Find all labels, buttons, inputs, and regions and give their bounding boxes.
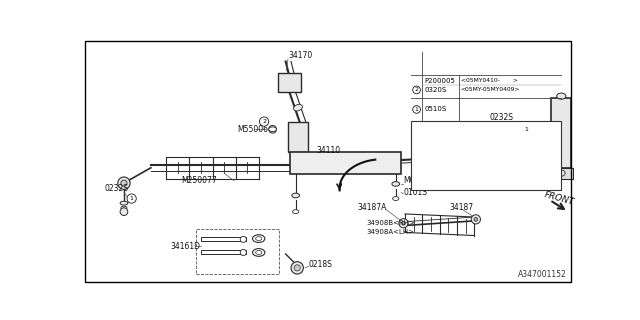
Bar — [196, 229, 279, 274]
Circle shape — [399, 219, 408, 228]
Bar — [550, 168, 573, 179]
Text: 34908B<RH>: 34908B<RH> — [367, 220, 415, 226]
Text: M55006: M55006 — [237, 125, 268, 134]
Ellipse shape — [557, 93, 566, 99]
Ellipse shape — [120, 201, 128, 205]
Text: 34187A: 34187A — [357, 203, 387, 212]
Text: 0232S: 0232S — [105, 184, 129, 193]
Text: P200005: P200005 — [425, 78, 456, 84]
Text: FIG.347-2: FIG.347-2 — [474, 148, 511, 157]
Ellipse shape — [255, 251, 262, 254]
Bar — [551, 99, 572, 168]
Ellipse shape — [269, 127, 276, 132]
Bar — [289, 152, 401, 174]
Text: 34187: 34187 — [450, 203, 474, 212]
Circle shape — [534, 177, 538, 181]
Bar — [201, 237, 246, 241]
Text: FRONT: FRONT — [543, 190, 575, 207]
Circle shape — [541, 152, 551, 163]
Text: 1: 1 — [524, 127, 528, 132]
Circle shape — [474, 217, 478, 221]
Circle shape — [294, 265, 300, 271]
Circle shape — [121, 180, 127, 186]
Ellipse shape — [292, 210, 299, 213]
Circle shape — [521, 124, 531, 134]
Text: 0510S: 0510S — [425, 107, 447, 112]
Circle shape — [291, 262, 303, 274]
Text: 34923A: 34923A — [504, 151, 533, 160]
Circle shape — [531, 175, 541, 184]
Circle shape — [471, 215, 481, 224]
Text: 2: 2 — [415, 87, 419, 92]
Text: 1: 1 — [130, 196, 134, 201]
Text: 34170: 34170 — [288, 51, 312, 60]
Ellipse shape — [253, 249, 265, 256]
Text: M250077: M250077 — [182, 176, 218, 185]
Ellipse shape — [294, 104, 303, 111]
Circle shape — [532, 145, 537, 150]
Text: 1: 1 — [415, 107, 419, 112]
Ellipse shape — [531, 127, 538, 130]
Circle shape — [529, 142, 540, 153]
Circle shape — [240, 236, 246, 243]
Text: 2: 2 — [262, 119, 266, 124]
Circle shape — [413, 106, 420, 113]
Circle shape — [543, 156, 548, 160]
Text: A347001152: A347001152 — [518, 270, 566, 279]
Circle shape — [120, 208, 128, 215]
Text: 0320S: 0320S — [425, 87, 447, 93]
Text: 34908A<LH>: 34908A<LH> — [367, 229, 415, 236]
Circle shape — [401, 221, 405, 225]
Ellipse shape — [393, 196, 399, 201]
Circle shape — [118, 177, 130, 189]
Circle shape — [269, 125, 276, 133]
Ellipse shape — [253, 235, 265, 243]
Circle shape — [259, 117, 269, 126]
Text: 34115: 34115 — [504, 163, 528, 172]
Bar — [288, 122, 308, 152]
Text: <05MY0410-       >: <05MY0410- > — [461, 78, 518, 83]
Text: 0218S: 0218S — [308, 260, 333, 268]
Text: <05MY-05MY0409>: <05MY-05MY0409> — [461, 87, 520, 92]
Text: 34110: 34110 — [316, 146, 340, 155]
Text: 0101S: 0101S — [403, 188, 428, 197]
Ellipse shape — [392, 182, 399, 186]
Ellipse shape — [255, 237, 262, 241]
Ellipse shape — [557, 170, 565, 176]
Text: M000181: M000181 — [403, 176, 439, 185]
Ellipse shape — [531, 131, 538, 134]
Circle shape — [413, 86, 420, 94]
Bar — [411, 121, 561, 190]
Circle shape — [531, 165, 541, 174]
Bar — [278, 73, 301, 92]
Text: 34161D: 34161D — [170, 242, 200, 251]
Text: 0232S: 0232S — [490, 113, 514, 122]
Circle shape — [271, 127, 275, 131]
Bar — [201, 250, 246, 254]
Text: 34923: 34923 — [504, 175, 528, 184]
Circle shape — [240, 249, 246, 256]
Circle shape — [534, 167, 538, 171]
Ellipse shape — [121, 206, 127, 209]
Ellipse shape — [292, 193, 300, 198]
Circle shape — [127, 194, 136, 203]
